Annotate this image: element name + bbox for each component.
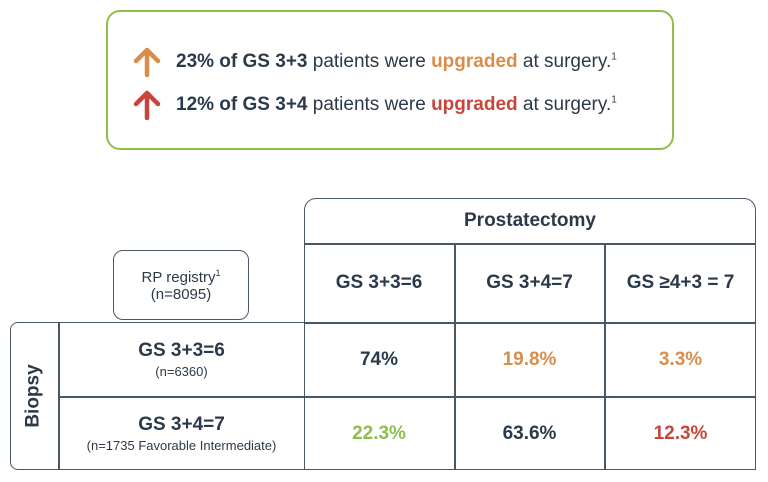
arrow-up-icon <box>133 90 161 120</box>
row-header: GS 3+3=6 (n=6360) <box>138 340 225 379</box>
prostatectomy-title: Prostatectomy <box>464 209 596 231</box>
divider <box>58 396 756 398</box>
column-header: GS 3+3=6 <box>335 272 423 293</box>
value-cell: 63.6% <box>502 422 557 444</box>
column-header: GS 3+4=7 <box>486 272 573 293</box>
biopsy-label: Biopsy <box>23 364 45 428</box>
column-header: GS ≥4+3 = 7 <box>626 272 735 293</box>
stat1-text: 23% of GS 3+3 patients were upgraded at … <box>176 51 617 72</box>
stat2-text: 12% of GS 3+4 patients were upgraded at … <box>176 94 617 115</box>
arrow-up-icon <box>133 47 161 77</box>
registry-label: RP registry1 (n=8095) <box>113 250 249 320</box>
value-cell: 19.8% <box>502 348 557 370</box>
divider <box>454 243 456 470</box>
divider <box>604 243 606 470</box>
value-cell: 12.3% <box>653 422 708 444</box>
value-cell: 74% <box>359 348 399 370</box>
row-header: GS 3+4=7 (n=1735 Favorable Intermediate) <box>86 414 277 453</box>
value-cell: 3.3% <box>658 348 703 370</box>
stat-gs34: 12% of GS 3+4 patients were upgraded at … <box>132 90 617 120</box>
divider <box>304 322 756 324</box>
stat-gs33: 23% of GS 3+3 patients were upgraded at … <box>132 47 617 77</box>
summary-callout: 23% of GS 3+3 patients were upgraded at … <box>106 10 674 150</box>
value-cell: 22.3% <box>352 422 406 444</box>
divider <box>304 243 756 245</box>
